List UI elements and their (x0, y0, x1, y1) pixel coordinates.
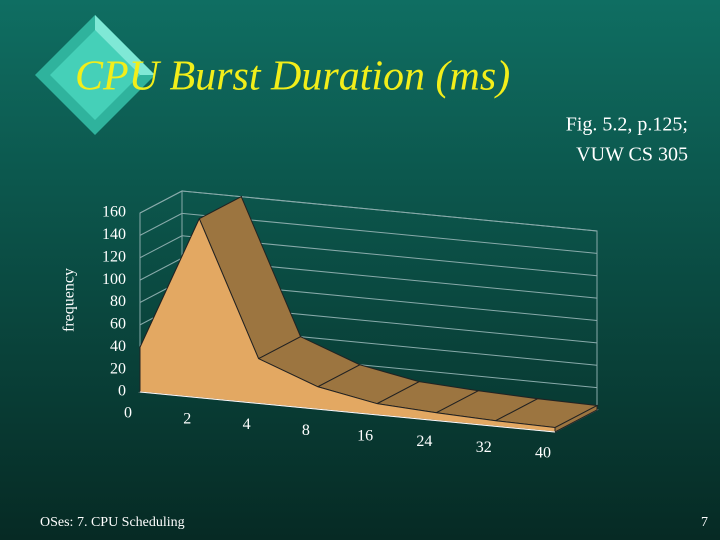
grid-line (139, 235, 183, 259)
x-tick-label: 0 (124, 405, 132, 422)
x-tick-label: 2 (183, 410, 191, 427)
grid-line (181, 190, 598, 232)
grid-line (139, 257, 183, 281)
x-tick-label: 4 (243, 416, 251, 433)
x-tick-label: 40 (535, 445, 551, 462)
y-tick-label: 140 (102, 226, 126, 243)
footer: OSes: 7. CPU Scheduling (40, 515, 185, 530)
y-tick-label: 40 (110, 338, 126, 355)
x-tick-label: 24 (416, 433, 432, 450)
y-tick-label: 120 (102, 248, 126, 265)
x-tick-label: 8 (302, 422, 310, 439)
note-line: VUW CS 305 (576, 144, 688, 166)
y-tick-label: 160 (102, 204, 126, 221)
y-tick-label: 80 (110, 293, 126, 310)
x-tick-label: 16 (357, 428, 373, 445)
y-axis-label: frequency (61, 268, 78, 332)
grid-line (139, 212, 183, 236)
area-front (139, 217, 556, 433)
diamond-icon (35, 15, 155, 135)
y-tick-label: 60 (110, 316, 126, 333)
slide-title: CPU Burst Duration (ms) (75, 54, 510, 100)
page-number: 7 (701, 515, 708, 530)
y-tick-label: 20 (110, 360, 126, 377)
x-tick-label: 32 (476, 439, 492, 456)
y-tick-label: 100 (102, 271, 126, 288)
grid-line (139, 190, 183, 214)
note-line: Fig. 5.2, p.125; (566, 114, 688, 136)
y-tick-label: 0 (118, 383, 126, 400)
x-axis (139, 391, 556, 433)
